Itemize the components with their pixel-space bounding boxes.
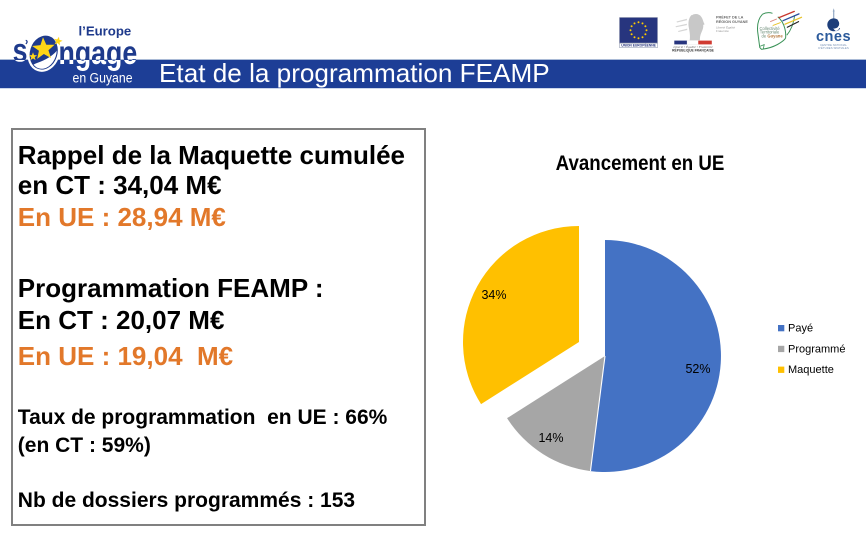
svg-text:D’ÉTUDES SPATIALES: D’ÉTUDES SPATIALES — [818, 45, 849, 50]
svg-text:14%: 14% — [538, 431, 563, 445]
svg-text:de Guyane: de Guyane — [762, 33, 784, 38]
svg-text:Liberté Égalité: Liberté Égalité — [716, 25, 736, 30]
svg-text:Fraternité: Fraternité — [716, 29, 729, 33]
svg-text:Programmé: Programmé — [788, 343, 845, 355]
svg-text:PRÉFET DE LA: PRÉFET DE LA — [716, 15, 744, 20]
svg-text:Maquette: Maquette — [788, 364, 834, 376]
svg-text:34%: 34% — [481, 288, 506, 302]
svg-text:l’Europe: l’Europe — [79, 24, 132, 39]
svg-text:52%: 52% — [685, 362, 710, 376]
svg-text:RÉPUBLIQUE FRANÇAISE: RÉPUBLIQUE FRANÇAISE — [672, 48, 715, 53]
svg-text:CENTRE NATIONAL: CENTRE NATIONAL — [820, 43, 847, 47]
svg-text:ngage: ngage — [59, 35, 138, 71]
svg-text:s: s — [13, 33, 28, 69]
svg-text:Territoriale: Territoriale — [760, 30, 780, 35]
svg-text:RÉGION GUYANE: RÉGION GUYANE — [716, 19, 748, 24]
svg-text:en Guyane: en Guyane — [73, 70, 133, 86]
svg-text:Collectivité: Collectivité — [760, 26, 781, 31]
svg-text:s: s — [13, 33, 28, 69]
svg-text:Liberté • Égalité • Fraternité: Liberté • Égalité • Fraternité — [672, 44, 713, 49]
svg-text:UNION EUROPÉENNE: UNION EUROPÉENNE — [621, 43, 656, 48]
svg-text:cnes: cnes — [816, 29, 851, 45]
svg-text:Payé: Payé — [788, 323, 813, 335]
svg-text:ngage: ngage — [59, 35, 138, 71]
